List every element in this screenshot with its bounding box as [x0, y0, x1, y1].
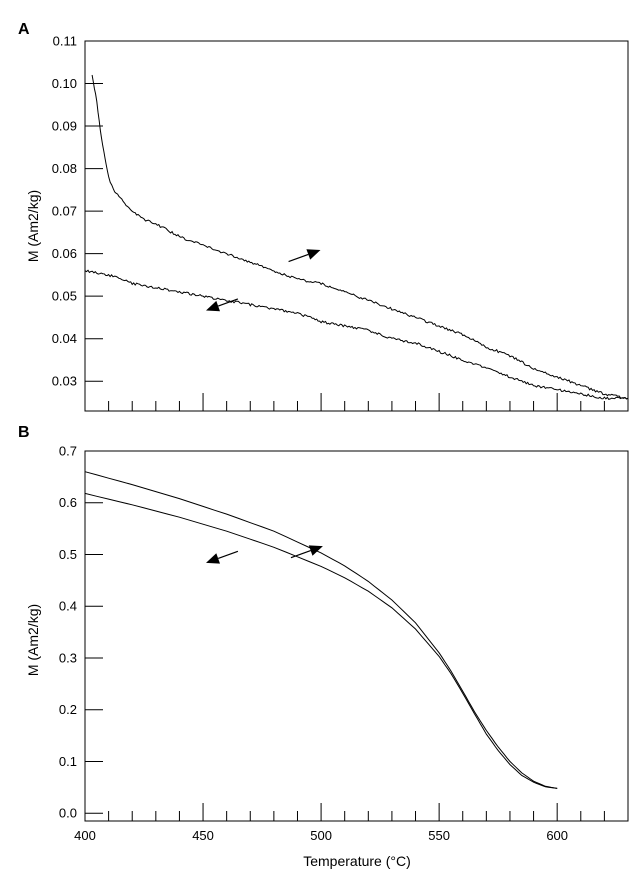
panel-b-x-tick-label: 550: [428, 828, 450, 843]
panel-b-y-tick-label: 0.7: [59, 444, 77, 459]
panel-a-arrow-right-shaft: [288, 253, 309, 263]
panel-a-y-tick-label: 0.04: [52, 331, 77, 346]
panel-a-y-tick-label: 0.08: [52, 161, 77, 176]
panel-a-y-tick-label: 0.07: [52, 204, 77, 219]
panel-b-y-tick-label: 0.5: [59, 547, 77, 562]
panel-b-y-axis-label: M (Am2/kg): [25, 604, 41, 676]
panel-a-y-tick-label: 0.10: [52, 76, 77, 91]
panel-a-y-tick-label: 0.05: [52, 289, 77, 304]
panel-b-x-tick-label: 600: [546, 828, 568, 843]
panel-a-y-tick-label: 0.11: [53, 34, 77, 49]
panel-b: B M (Am2/kg) Temperature (°C) 0.0 0.1 0.2 0…: [18, 424, 629, 869]
panel-b-x-tick-label: 500: [310, 828, 332, 843]
panel-a-label: A: [18, 21, 30, 38]
panel-b-label: B: [18, 424, 30, 441]
panel-b-plot-frame: [84, 450, 629, 822]
panel-a-plot-frame: [84, 40, 629, 412]
panel-a-arrow-left-head: [206, 300, 220, 312]
panel-b-x-tick-label: 450: [192, 828, 214, 843]
panel-b-arrow-left-head: [206, 553, 220, 564]
panel-a-cooling-curve: [84, 269, 629, 400]
panel-a-arrow-right-head: [306, 249, 321, 260]
panel-a-y-tick-label: 0.09: [52, 119, 77, 134]
panel-b-arrow-left-shaft: [217, 550, 239, 560]
panel-b-y-tick-label: 0.2: [59, 702, 77, 717]
panel-b-arrow-right-head: [308, 545, 323, 556]
panel-a-y-tick-label: 0.03: [52, 374, 77, 389]
panel-b-y-tick-label: 0.3: [59, 650, 77, 665]
panel-a-arrow-left-shaft: [217, 298, 239, 307]
panel-b-y-tick-label: 0.6: [59, 495, 77, 510]
panel-a-heating-curve: [91, 74, 629, 400]
panel-b-x-axis-label: Temperature (°C): [303, 853, 411, 869]
panel-a: A M (Am2/kg) 0.03 0.04 0.05 0.06 0.07 0.08 0.0…: [18, 21, 629, 412]
panel-b-x-tick-label: 400: [74, 828, 96, 843]
panel-b-y-tick-label: 0.1: [59, 754, 77, 769]
panel-b-heating-curve: [84, 471, 558, 789]
panel-b-y-tick-label: 0.0: [59, 806, 77, 821]
panel-b-arrow-right-shaft: [290, 549, 311, 559]
panel-a-y-axis-label: M (Am2/kg): [25, 190, 41, 262]
panel-b-cooling-curve: [84, 492, 558, 789]
panel-b-y-tick-label: 0.4: [59, 599, 77, 614]
panel-a-y-tick-label: 0.06: [52, 246, 77, 261]
